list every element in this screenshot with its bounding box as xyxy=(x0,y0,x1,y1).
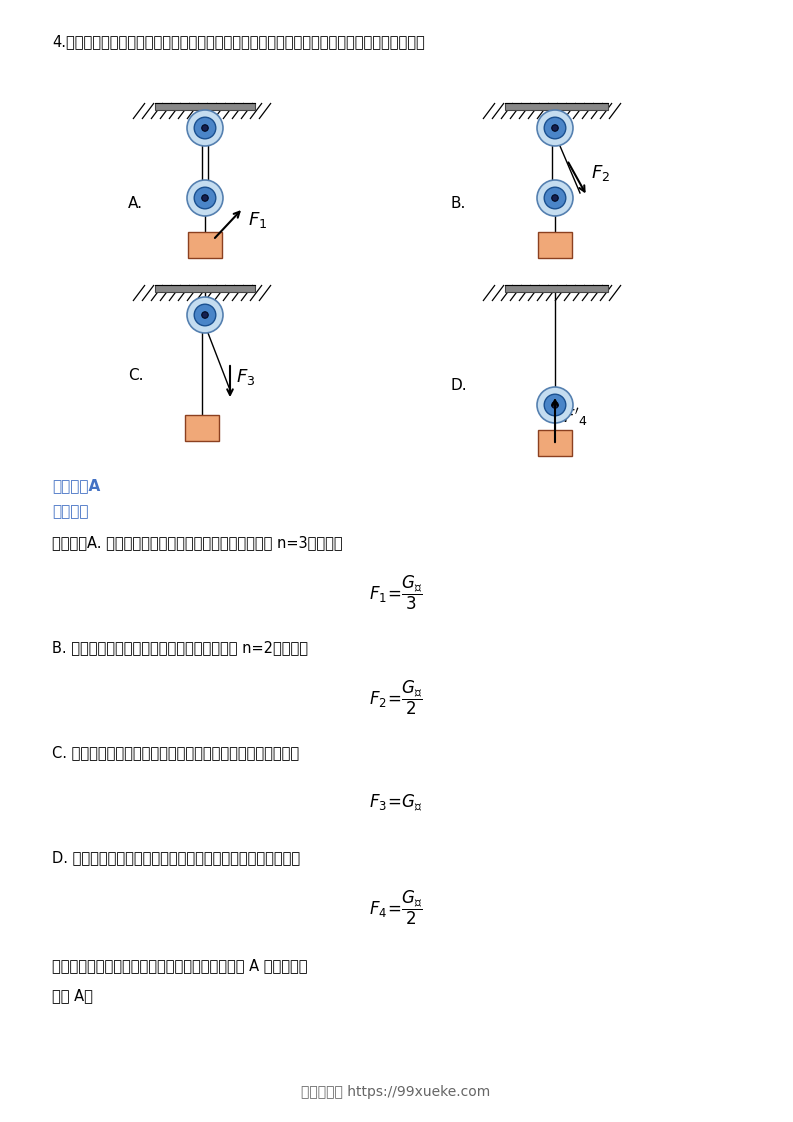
Bar xyxy=(505,285,608,292)
Bar xyxy=(538,430,572,456)
Text: D.: D. xyxy=(450,377,466,393)
Circle shape xyxy=(537,387,573,423)
Circle shape xyxy=(537,180,573,217)
Text: $F_1$: $F_1$ xyxy=(248,210,267,230)
Text: C.: C. xyxy=(128,368,144,383)
Text: B.: B. xyxy=(450,195,465,211)
Circle shape xyxy=(187,297,223,333)
Text: 故选 A。: 故选 A。 xyxy=(52,988,93,1003)
Circle shape xyxy=(194,304,216,325)
Text: 【详解】A. 不计滑轮重、绳重和摩擦，承重绳子的段数 n=3，则拉力: 【详解】A. 不计滑轮重、绳重和摩擦，承重绳子的段数 n=3，则拉力 xyxy=(52,535,343,551)
Bar xyxy=(188,232,222,258)
Text: A.: A. xyxy=(128,195,143,211)
Circle shape xyxy=(201,195,209,201)
Circle shape xyxy=(544,394,565,416)
Bar xyxy=(155,103,255,110)
Text: 久久学科网 https://99xueke.com: 久久学科网 https://99xueke.com xyxy=(301,1085,491,1100)
Circle shape xyxy=(187,110,223,146)
Text: $F_3\!=\!G_{\text{物}}$: $F_3\!=\!G_{\text{物}}$ xyxy=(370,793,423,813)
Text: $F_2$: $F_2$ xyxy=(591,163,610,183)
Text: D. 动滑轮相当于省力杠杆，不计滑轮重、绳重和摩擦，则拉力: D. 动滑轮相当于省力杠杆，不计滑轮重、绳重和摩擦，则拉力 xyxy=(52,850,300,865)
Text: $F_3$: $F_3$ xyxy=(236,367,255,387)
Circle shape xyxy=(552,195,558,201)
Circle shape xyxy=(552,402,558,408)
Bar xyxy=(538,232,572,258)
Text: 【解析】: 【解析】 xyxy=(52,505,89,519)
Bar xyxy=(185,415,219,441)
Circle shape xyxy=(201,125,209,131)
Circle shape xyxy=(537,110,573,146)
Circle shape xyxy=(187,180,223,217)
Circle shape xyxy=(544,117,565,139)
Text: $F_4\!=\!\dfrac{G_{\text{物}}}{2}$: $F_4\!=\!\dfrac{G_{\text{物}}}{2}$ xyxy=(370,889,423,928)
Circle shape xyxy=(194,187,216,209)
Bar xyxy=(505,103,608,110)
Circle shape xyxy=(201,312,209,319)
Text: C. 定滑轮相当于等臂杠杆，不计滑轮重、绳重和摩擦，则拉力: C. 定滑轮相当于等臂杠杆，不计滑轮重、绳重和摩擦，则拉力 xyxy=(52,745,299,761)
Bar xyxy=(155,285,255,292)
Text: $F'_4$: $F'_4$ xyxy=(563,406,588,427)
Circle shape xyxy=(552,125,558,131)
Text: $F_2\!=\!\dfrac{G_{\text{物}}}{2}$: $F_2\!=\!\dfrac{G_{\text{物}}}{2}$ xyxy=(370,679,423,717)
Text: 综上，四种装置匀速提升同一重物，则最省力的是 A 中的装置。: 综上，四种装置匀速提升同一重物，则最省力的是 A 中的装置。 xyxy=(52,958,308,974)
Text: 4.　分别使用图中四种装置匀速提升同一重物，不计滑轮重、绳重和摩擦，最省力的是（　　）: 4. 分别使用图中四种装置匀速提升同一重物，不计滑轮重、绳重和摩擦，最省力的是（… xyxy=(52,35,425,49)
Circle shape xyxy=(544,187,565,209)
Text: 【答案】A: 【答案】A xyxy=(52,478,100,494)
Text: B. 不计滑轮重、绳重和摩擦，承重绳子的段数 n=2，则拉力: B. 不计滑轮重、绳重和摩擦，承重绳子的段数 n=2，则拉力 xyxy=(52,641,308,655)
Text: $F_1\!=\!\dfrac{G_{\text{物}}}{3}$: $F_1\!=\!\dfrac{G_{\text{物}}}{3}$ xyxy=(370,573,423,613)
Circle shape xyxy=(194,117,216,139)
